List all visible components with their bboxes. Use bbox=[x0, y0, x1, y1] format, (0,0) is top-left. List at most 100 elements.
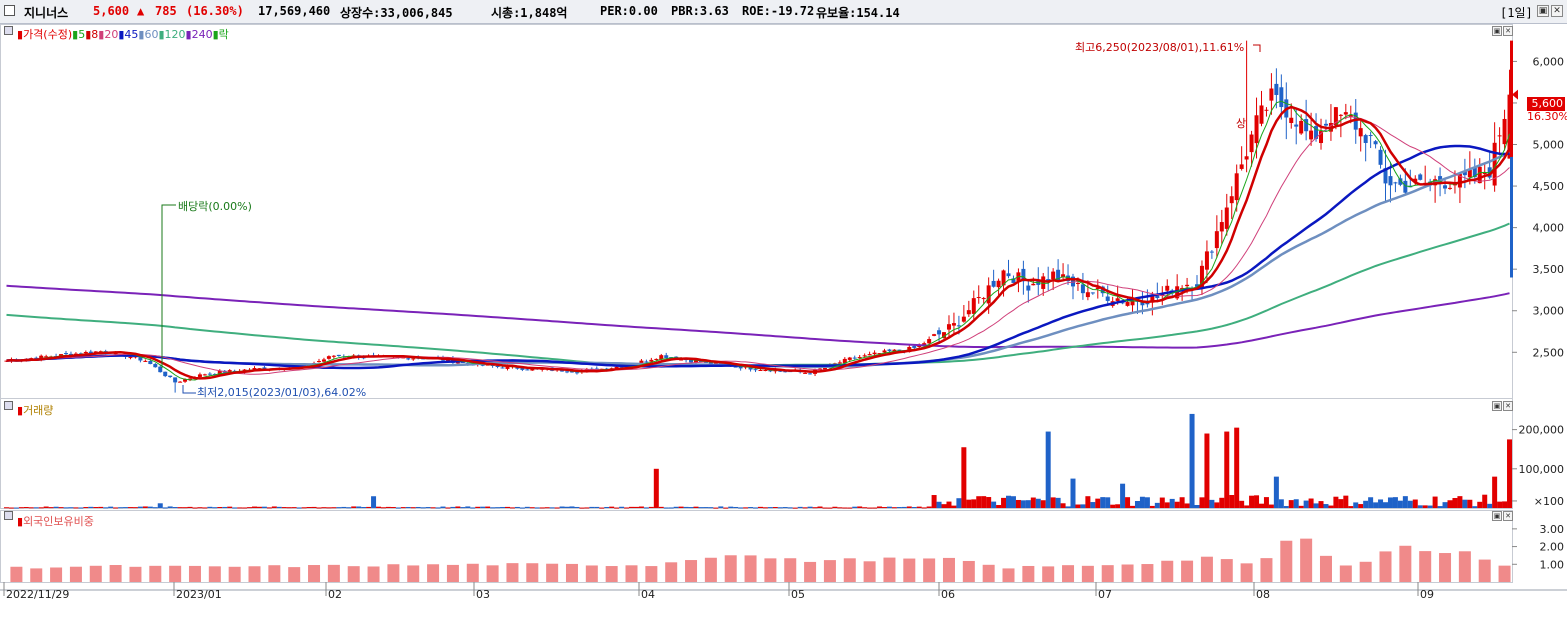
volume-bar bbox=[991, 501, 997, 508]
foreign-ratio-bar bbox=[1101, 565, 1114, 582]
volume-bar bbox=[847, 507, 853, 509]
select-checkbox[interactable] bbox=[4, 5, 15, 16]
panel-maximize-icon[interactable]: ▣ bbox=[1492, 401, 1502, 411]
candle-body bbox=[1393, 182, 1398, 184]
candle-body bbox=[614, 366, 619, 369]
restore-icon[interactable]: ▣ bbox=[1537, 5, 1549, 17]
volume-bar bbox=[460, 507, 466, 509]
volume-bar bbox=[1432, 496, 1438, 508]
price-tick-label: 6,000 bbox=[1533, 55, 1565, 68]
foreign-ratio-bar bbox=[109, 565, 122, 582]
candle-body bbox=[44, 356, 49, 358]
volume-bar bbox=[569, 506, 575, 508]
volume-bar bbox=[1492, 476, 1498, 508]
volume-bar bbox=[678, 506, 684, 508]
candle-body bbox=[1001, 270, 1006, 286]
volume-bar bbox=[465, 506, 471, 508]
volume-bar bbox=[896, 507, 902, 509]
candle-body bbox=[1274, 83, 1279, 95]
roe-value: ROE:-19.72 bbox=[742, 4, 815, 18]
period-label[interactable]: [1일] bbox=[1500, 6, 1533, 20]
price-panel bbox=[4, 40, 1512, 393]
candle-body bbox=[1269, 88, 1274, 101]
candle-body bbox=[1115, 298, 1120, 301]
volume-bar bbox=[1368, 497, 1374, 508]
panel-maximize-icon[interactable]: ▣ bbox=[1492, 511, 1502, 521]
candle-body bbox=[1051, 271, 1056, 280]
candle-body bbox=[639, 360, 644, 365]
candle-body bbox=[1204, 251, 1209, 270]
panel-close-icon[interactable]: ✕ bbox=[1503, 401, 1513, 411]
volume-bar bbox=[1333, 496, 1339, 508]
volume-bar bbox=[728, 506, 734, 508]
high-annotation: 최고6,250(2023/08/01),11.61% bbox=[1075, 41, 1245, 54]
volume-bar bbox=[113, 507, 119, 509]
volume-bar bbox=[519, 507, 525, 509]
candle-body bbox=[183, 379, 188, 382]
volume-bar bbox=[782, 507, 788, 509]
volume-bar bbox=[435, 507, 441, 509]
volume-bar bbox=[1308, 498, 1314, 508]
volume-bar bbox=[648, 506, 654, 508]
volume-bar bbox=[440, 506, 446, 508]
volume-bar bbox=[1100, 497, 1106, 508]
candle-body bbox=[808, 373, 813, 375]
volume-bar bbox=[177, 507, 183, 509]
candle-body bbox=[1314, 126, 1319, 139]
foreign-ratio-bar bbox=[685, 560, 698, 582]
legend-item-label: 락 bbox=[218, 28, 229, 41]
volume-bar bbox=[509, 507, 515, 509]
volume-bar bbox=[673, 506, 679, 508]
candle-body bbox=[1061, 274, 1066, 278]
volume-bar bbox=[743, 507, 749, 509]
volume-bar bbox=[698, 507, 704, 509]
volume-bar bbox=[529, 507, 535, 509]
close-icon[interactable]: ✕ bbox=[1551, 5, 1563, 17]
x-tick-label: 08 bbox=[1256, 588, 1270, 601]
panel-toggle-icon[interactable] bbox=[4, 401, 13, 410]
volume-bar bbox=[410, 507, 416, 509]
volume-bar bbox=[1254, 495, 1260, 508]
volume-bar bbox=[98, 506, 104, 508]
candle-body bbox=[1472, 166, 1477, 178]
foreign-ratio-bar bbox=[883, 557, 896, 582]
volume-bar bbox=[906, 506, 912, 508]
volume-bar bbox=[827, 507, 833, 509]
volume-bar bbox=[1229, 494, 1235, 508]
candle-body bbox=[153, 364, 158, 368]
price-range-band bbox=[1510, 40, 1513, 157]
panel-close-icon[interactable]: ✕ bbox=[1503, 511, 1513, 521]
volume-bar bbox=[142, 506, 148, 508]
foreign-ratio-bar bbox=[804, 561, 817, 582]
foreign-ratio-bar bbox=[69, 566, 82, 582]
volume-bar bbox=[817, 506, 823, 508]
volume-bar bbox=[574, 506, 580, 508]
volume-bar bbox=[787, 507, 793, 509]
legend-item-label: 8 bbox=[91, 28, 99, 41]
candle-body bbox=[867, 354, 872, 356]
candle-body bbox=[173, 377, 178, 383]
foreign-ratio-bar bbox=[1220, 559, 1233, 582]
panel-close-icon[interactable]: ✕ bbox=[1503, 26, 1513, 36]
volume-bar bbox=[1139, 496, 1145, 508]
volume-bar bbox=[202, 507, 208, 509]
volume-bar bbox=[1263, 497, 1269, 508]
candle-body bbox=[1095, 287, 1100, 289]
candle-body bbox=[922, 343, 927, 346]
panel-toggle-icon[interactable] bbox=[4, 26, 13, 35]
volume-bar bbox=[68, 507, 74, 509]
panel-toggle-icon[interactable] bbox=[4, 511, 13, 520]
volume-bar bbox=[852, 506, 858, 508]
volume-bar bbox=[1358, 504, 1364, 508]
foreign-ratio-bar bbox=[506, 563, 519, 582]
panel-maximize-icon[interactable]: ▣ bbox=[1492, 26, 1502, 36]
candle-body bbox=[1438, 176, 1443, 183]
volume-bar bbox=[1383, 502, 1389, 508]
listed-shares: 상장수:33,006,845 bbox=[340, 6, 453, 20]
volume-bar bbox=[207, 506, 213, 508]
foreign-ratio-bar bbox=[30, 568, 43, 582]
foreign-ratio-bar bbox=[585, 565, 598, 582]
candle-body bbox=[128, 357, 133, 359]
volume-bar bbox=[1288, 500, 1294, 508]
candle-body bbox=[976, 297, 981, 299]
